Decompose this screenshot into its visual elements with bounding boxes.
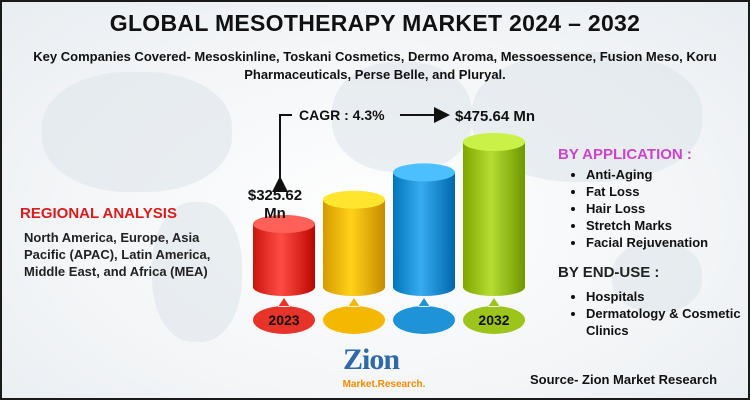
map-shape bbox=[42, 72, 232, 192]
cagr-arrow-left bbox=[279, 114, 292, 186]
map-shape bbox=[612, 242, 702, 312]
source-text: Source- Zion Market Research bbox=[530, 372, 718, 387]
application-item: Fat Loss bbox=[586, 183, 708, 200]
year-bubble bbox=[323, 298, 385, 334]
logo-wordmark: Zion bbox=[343, 343, 400, 376]
year-bubble bbox=[253, 298, 315, 334]
year-bubble bbox=[393, 298, 455, 334]
by-end-use-heading: BY END-USE : bbox=[558, 264, 660, 281]
value-label-2023: $325.62 bbox=[248, 187, 302, 204]
application-item: Anti-Aging bbox=[586, 166, 708, 183]
year-label: 2032 bbox=[478, 312, 509, 328]
cagr-label: CAGR : 4.3% bbox=[299, 107, 385, 123]
year-label: 2023 bbox=[268, 312, 299, 328]
application-item: Facial Rejuvenation bbox=[586, 234, 708, 251]
by-application-heading: BY APPLICATION : bbox=[558, 146, 692, 163]
key-companies-text: Key Companies Covered- Mesoskinline, Tos… bbox=[33, 49, 717, 82]
zion-logo: Zion Market.Research. bbox=[329, 343, 439, 398]
application-item: Stretch Marks bbox=[586, 217, 708, 234]
value-label-2032: $475.64 Mn bbox=[455, 108, 535, 125]
bar bbox=[463, 142, 525, 296]
page-title: GLOBAL MESOTHERAPY MARKET 2024 – 2032 bbox=[109, 10, 641, 36]
end-use-item: Hospitals bbox=[586, 288, 748, 305]
bar-top bbox=[463, 133, 525, 151]
year-bubble bbox=[463, 298, 525, 334]
application-list: Anti-Aging Fat Loss Hair Loss Stretch Ma… bbox=[566, 166, 708, 251]
bar bbox=[253, 224, 315, 296]
bar-top bbox=[323, 190, 385, 209]
end-use-item: Dermatology & Cosmetic Clinics bbox=[586, 305, 748, 339]
application-item: Hair Loss bbox=[586, 200, 708, 217]
value-label-2023-unit: Mn bbox=[264, 205, 286, 222]
end-use-list: Hospitals Dermatology & Cosmetic Clinics bbox=[566, 288, 748, 339]
logo-tagline: Market.Research. bbox=[342, 379, 426, 390]
bar bbox=[393, 172, 455, 296]
bar-top bbox=[393, 163, 455, 182]
bar-top bbox=[253, 215, 315, 233]
regional-analysis-heading: REGIONAL ANALYSIS bbox=[20, 205, 177, 222]
bar bbox=[323, 199, 385, 296]
map-shape bbox=[152, 202, 242, 342]
regional-analysis-text: North America, Europe, Asia Pacific (APA… bbox=[24, 230, 211, 279]
